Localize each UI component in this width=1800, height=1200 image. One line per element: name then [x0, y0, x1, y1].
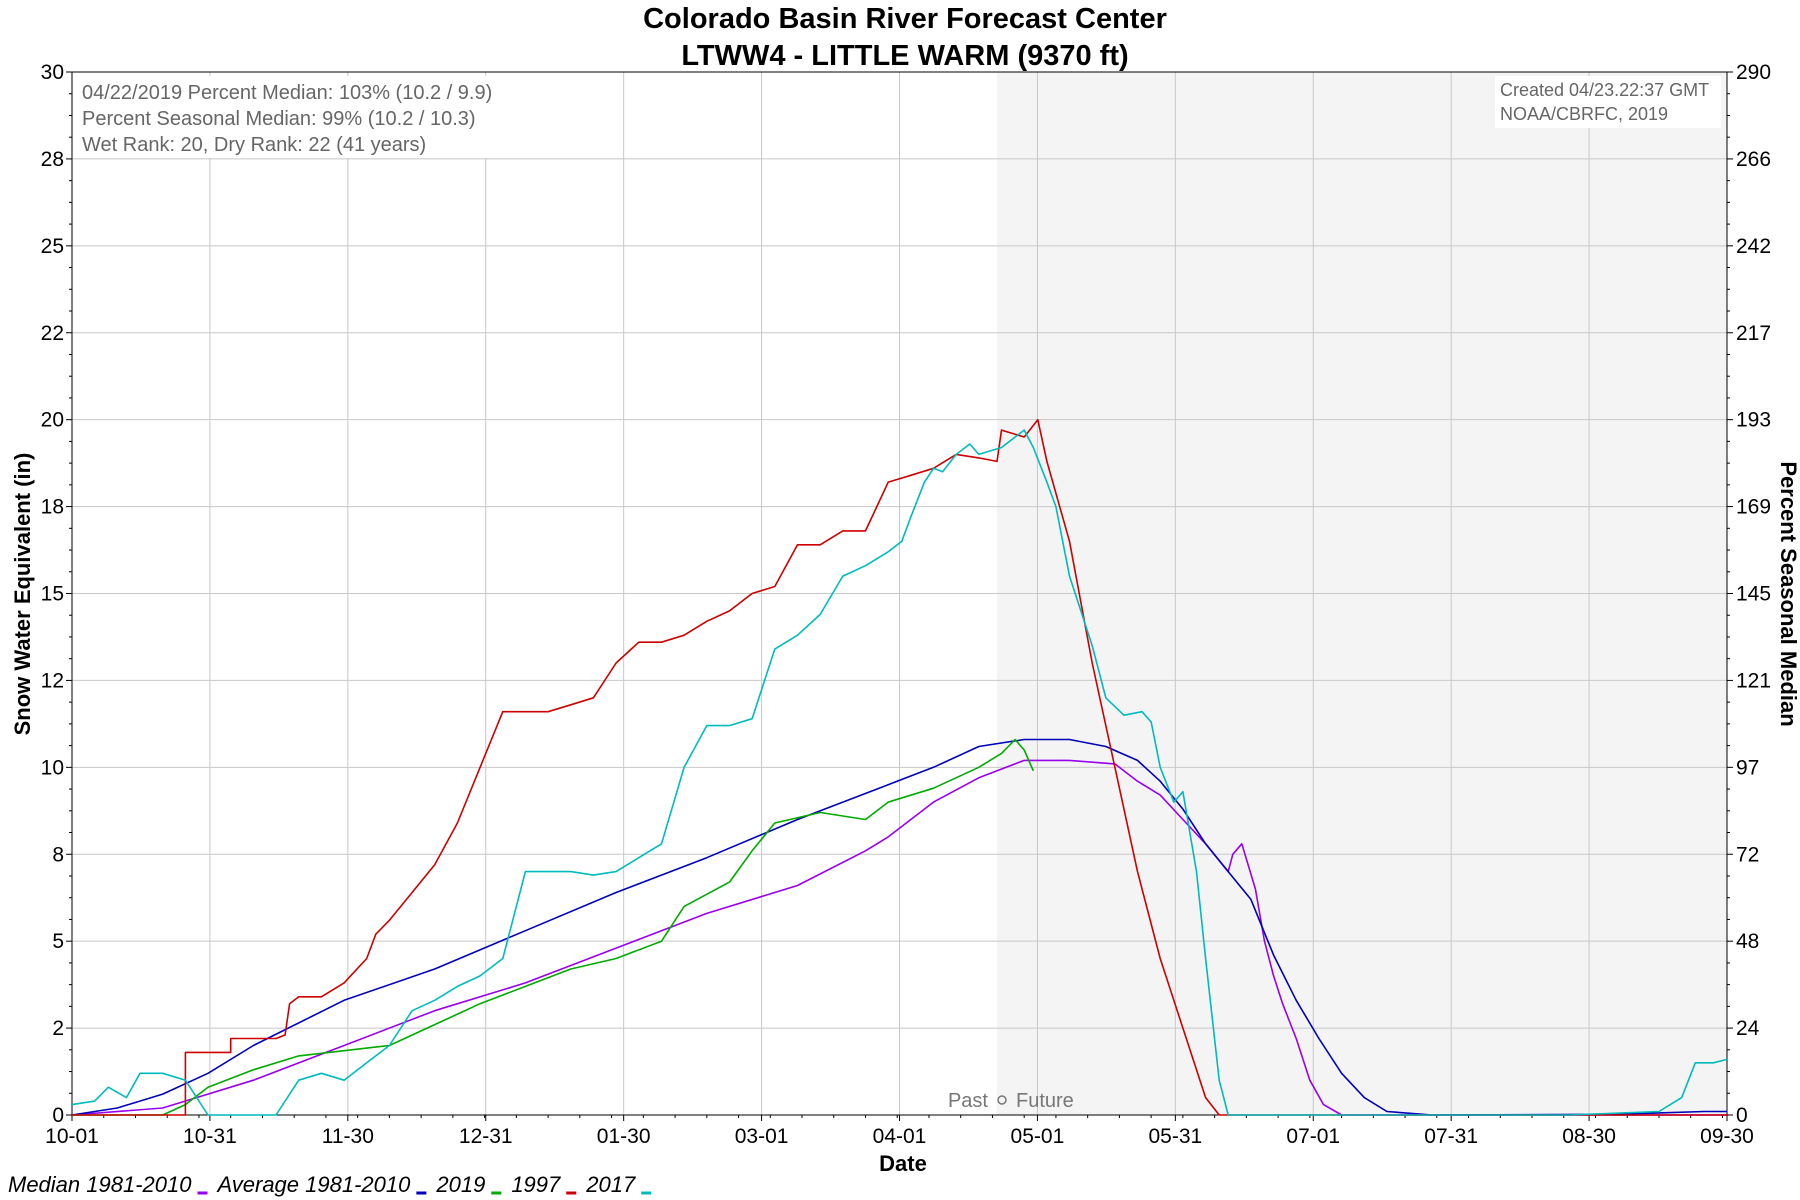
series-line-3 [72, 418, 1727, 1116]
y-tick-label: 25 [41, 235, 64, 258]
x-tick-label: 05-31 [1148, 1125, 1202, 1148]
info-line-2: Percent Seasonal Median: 99% (10.2 / 10.… [82, 108, 476, 130]
y-tick-label: 30 [41, 61, 64, 84]
y-right-tick-label: 24 [1736, 1017, 1760, 1040]
series-line-2 [72, 738, 1035, 1116]
x-axis-label: Date [879, 1151, 927, 1176]
x-tick-label: 07-31 [1424, 1125, 1478, 1148]
series-line-1 [71, 738, 1727, 1116]
info-line-1: 04/22/2019 Percent Median: 103% (10.2 / … [82, 82, 492, 104]
legend-label-4: 2017 [585, 1172, 636, 1197]
y-right-tick-label: 169 [1736, 496, 1771, 519]
credit-box: Created 04/23.22:37 GMT NOAA/CBRFC, 2019 [1495, 76, 1721, 128]
x-tick-label: 10-31 [183, 1125, 237, 1148]
y-right-tick-label: 266 [1736, 148, 1771, 171]
legend-label-3: 1997 [511, 1172, 561, 1197]
y-axis-right: 0 24 48 72 97 121 145 169 193 217 242 266 290 [1727, 61, 1771, 1127]
y-right-tick-label: 48 [1736, 930, 1759, 953]
y-right-tick-label: 97 [1736, 756, 1759, 779]
past-future-divider-icon [997, 1095, 1007, 1105]
y-right-tick-label: 217 [1736, 322, 1771, 345]
credit-line-2: NOAA/CBRFC, 2019 [1500, 104, 1668, 124]
series-line-0 [71, 759, 1727, 1116]
legend-label-0: Median 1981-2010 [8, 1172, 192, 1197]
x-tick-label: 05-01 [1011, 1125, 1065, 1148]
y-tick-label: 0 [52, 1104, 64, 1127]
y-right-tick-label: 242 [1736, 235, 1771, 258]
y-axis-label-right: Percent Seasonal Median [1776, 461, 1800, 726]
info-box: 04/22/2019 Percent Median: 103% (10.2 / … [76, 76, 516, 158]
y-axis-label-left: Snow Water Equivalent (in) [10, 453, 35, 736]
y-right-tick-label: 145 [1736, 583, 1771, 606]
x-tick-label: 01-30 [597, 1125, 651, 1148]
y-tick-label: 8 [52, 843, 64, 866]
x-tick-label: 10-01 [45, 1125, 99, 1148]
y-right-tick-label: 193 [1736, 409, 1771, 432]
x-tick-label: 03-01 [735, 1125, 789, 1148]
credit-line-1: Created 04/23.22:37 GMT [1500, 80, 1709, 100]
y-tick-label: 12 [41, 669, 64, 692]
info-line-3: Wet Rank: 20, Dry Rank: 22 (41 years) [82, 134, 426, 156]
y-tick-label: 22 [41, 322, 64, 345]
past-future-marker: Past Future [948, 1090, 1074, 1112]
y-right-tick-label: 0 [1736, 1104, 1748, 1127]
y-right-tick-label: 290 [1736, 61, 1771, 84]
x-tick-label: 08-30 [1562, 1125, 1616, 1148]
legend-label-2: 2019 [435, 1172, 485, 1197]
series-line-4 [71, 429, 1728, 1116]
y-tick-label: 2 [52, 1017, 64, 1040]
x-axis: 10-01 10-31 11-30 12-31 01-30 03-01 04-01 05-01… [45, 1115, 1754, 1148]
chart-subtitle: LTWW4 - LITTLE WARM (9370 ft) [681, 40, 1128, 72]
grid [72, 71, 1727, 1116]
x-tick-label: 11-30 [322, 1125, 374, 1148]
past-label: Past [948, 1090, 988, 1112]
future-label: Future [1016, 1090, 1074, 1112]
y-right-tick-label: 72 [1736, 843, 1759, 866]
x-tick-label: 12-31 [459, 1125, 513, 1148]
legend-label-1: Average 1981-2010 [215, 1172, 411, 1197]
credit-box-bg [1495, 76, 1721, 128]
y-tick-label: 5 [52, 930, 64, 953]
series-layer [71, 418, 1728, 1116]
y-tick-label: 28 [41, 148, 64, 171]
chart-title: Colorado Basin River Forecast Center [643, 3, 1167, 35]
x-tick-label: 09-30 [1700, 1125, 1754, 1148]
x-tick-label: 04-01 [873, 1125, 927, 1148]
info-box-bg [76, 76, 516, 158]
y-tick-label: 20 [41, 409, 64, 432]
y-tick-label: 10 [41, 756, 64, 779]
x-tick-label: 07-01 [1286, 1125, 1340, 1148]
y-tick-label: 18 [41, 496, 64, 519]
legend: Median 1981-2010 Average 1981-2010 2019 199… [8, 1172, 652, 1197]
y-right-tick-label: 121 [1736, 669, 1771, 692]
y-tick-label: 15 [41, 583, 64, 606]
